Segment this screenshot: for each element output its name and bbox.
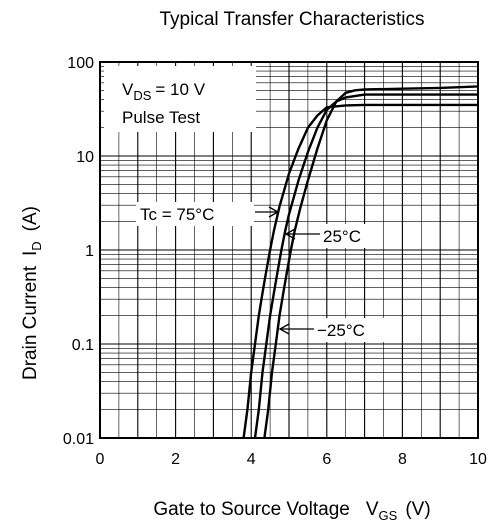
condition-pulse-test: Pulse Test <box>122 108 200 127</box>
y-tick-label: 0.01 <box>63 431 94 448</box>
label-arrow-head <box>278 323 290 335</box>
y-axis-label-unit: (A) <box>20 206 41 231</box>
y-tick-labels: 0.01 0.1 1 10 100 <box>63 55 94 448</box>
x-axis-label-unit: (V) <box>405 499 430 520</box>
x-axis-label: Gate to Source Voltage VGS (V) <box>153 499 430 523</box>
x-tick-label: 4 <box>247 451 256 468</box>
label-background <box>136 202 254 226</box>
condition-vds-subscript: DS <box>133 88 151 103</box>
series-line-2 <box>253 93 478 439</box>
label-background <box>314 318 384 342</box>
x-axis-label-symbol: V <box>366 499 379 520</box>
y-axis-label-text: Drain Current <box>20 265 41 380</box>
y-tick-label: 0.1 <box>72 337 94 354</box>
series-label-2: 25°C <box>323 227 361 246</box>
series-line-3 <box>263 85 479 439</box>
curves <box>242 85 479 439</box>
y-tick-label: 1 <box>85 243 94 260</box>
condition-vds: VDS = 10 V <box>122 80 206 103</box>
x-axis-label-text: Gate to Source Voltage <box>153 499 349 520</box>
y-tick-label: 100 <box>67 55 94 72</box>
x-tick-label: 0 <box>96 451 105 468</box>
chart-title: Typical Transfer Characteristics <box>159 9 424 30</box>
label-arrow-head <box>284 228 296 240</box>
y-axis-label-subscript: D <box>29 241 44 250</box>
condition-vds-symbol: V <box>122 80 134 99</box>
x-tick-labels: 0 2 4 6 8 10 <box>96 451 487 468</box>
label-background <box>320 224 382 248</box>
x-axis-label-subscript: GS <box>379 508 398 523</box>
series-line-1 <box>242 103 478 439</box>
y-axis-label: Drain Current ID (A) <box>20 206 44 380</box>
annotations: VDS = 10 V Pulse Test Tc = 75°C 25°C −25°C <box>104 66 384 342</box>
label-arrow-head <box>268 206 280 218</box>
x-tick-label: 8 <box>398 451 407 468</box>
x-tick-label: 10 <box>469 451 487 468</box>
y-tick-label: 10 <box>76 149 94 166</box>
series-label-1: Tc = 75°C <box>140 205 214 224</box>
series-label-3: −25°C <box>317 321 365 340</box>
conditions-box <box>104 66 256 132</box>
x-tick-label: 2 <box>171 451 180 468</box>
y-axis-label-symbol: I <box>20 251 41 256</box>
x-tick-label: 6 <box>322 451 331 468</box>
condition-vds-value: = 10 V <box>155 80 205 99</box>
plot-frame <box>99 61 479 439</box>
